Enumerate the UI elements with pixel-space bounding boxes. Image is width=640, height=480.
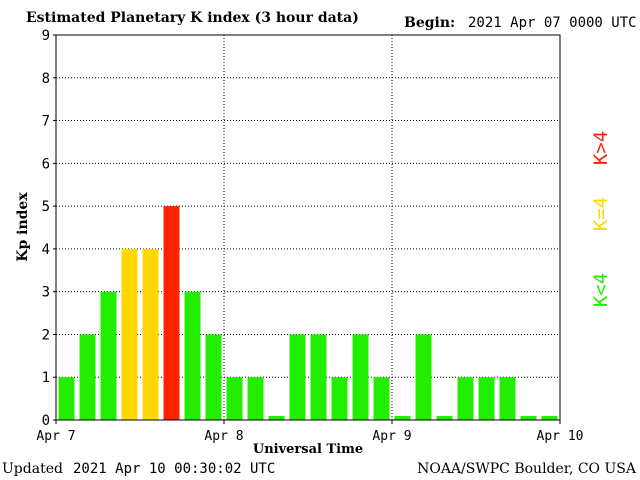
kp-bar <box>268 416 285 420</box>
x-tick-label: Apr 7 <box>36 429 75 444</box>
chart-title: Estimated Planetary K index (3 hour data… <box>26 10 359 26</box>
grid-lines <box>56 35 560 420</box>
kp-bar <box>247 377 264 420</box>
legend-above-4: K>4 <box>590 131 612 165</box>
kp-bar <box>478 377 495 420</box>
kp-bar <box>58 377 75 420</box>
kp-bar <box>205 334 222 420</box>
kp-bar <box>499 377 516 420</box>
y-tick-label: 1 <box>42 370 50 386</box>
y-tick-label: 0 <box>42 413 50 429</box>
bars <box>58 206 558 420</box>
begin-value: 2021 Apr 07 0000 UTC <box>468 15 637 31</box>
kp-bar <box>352 334 369 420</box>
plot-frame <box>55 34 561 421</box>
kp-bar <box>415 334 432 420</box>
legend-equal-4: K=4 <box>590 197 612 231</box>
y-tick-label: 6 <box>42 156 50 172</box>
kp-bar <box>289 334 306 420</box>
kp-bar <box>436 416 453 420</box>
kp-bar <box>184 291 201 420</box>
kp-bar <box>226 377 243 420</box>
kp-bar <box>100 291 117 420</box>
y-axis-label: Kp index <box>15 192 31 262</box>
kp-bar <box>310 334 327 420</box>
x-tick-label: Apr 9 <box>372 429 411 444</box>
y-tick-label: 5 <box>42 199 50 215</box>
kp-bar <box>520 416 537 420</box>
y-tick-label: 3 <box>42 285 50 301</box>
y-tick-label: 9 <box>42 28 50 44</box>
kp-bar <box>541 416 558 420</box>
updated-label: Updated <box>2 461 63 477</box>
y-tick-label: 8 <box>42 71 50 87</box>
x-tick-label: Apr 8 <box>204 429 243 444</box>
x-tick-label: Apr 10 <box>537 429 584 444</box>
y-tick-label: 7 <box>42 114 50 130</box>
kp-bar <box>163 206 180 420</box>
x-axis-label: Universal Time <box>253 442 363 457</box>
kp-bar <box>457 377 474 420</box>
updated-value: 2021 Apr 10 00:30:02 UTC <box>73 461 276 477</box>
y-tick-label: 4 <box>42 242 50 258</box>
begin-label: Begin: <box>404 15 456 31</box>
y-tick-label: 2 <box>42 327 50 343</box>
kp-bar <box>331 377 348 420</box>
y-ticks: 0 1 2 3 4 5 6 7 8 9 <box>42 28 56 429</box>
legend-below-4: K<4 <box>590 273 612 307</box>
kp-bar <box>394 416 411 420</box>
x-ticks: Apr 7 Apr 8 Apr 9 Apr 10 <box>36 420 583 444</box>
kp-bar <box>373 377 390 420</box>
kp-bar <box>121 248 138 420</box>
kp-bar <box>142 248 159 420</box>
credit-line: NOAA/SWPC Boulder, CO USA <box>417 461 636 477</box>
kp-bar <box>79 334 96 420</box>
